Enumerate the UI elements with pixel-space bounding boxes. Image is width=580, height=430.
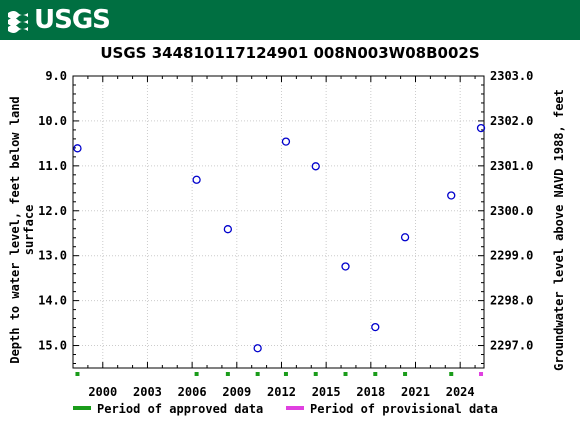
data-point — [73, 144, 82, 153]
data-point — [192, 175, 201, 184]
period-markers — [75, 372, 484, 376]
y-right-tick-label: 2301.0 — [490, 159, 533, 173]
x-tick-label: 2003 — [133, 385, 162, 399]
provisional-period-marker — [479, 372, 484, 376]
approved-period-marker — [313, 372, 318, 376]
usgs-logo-text: USGS — [34, 5, 111, 35]
grid-lines — [73, 75, 484, 368]
y-left-tick-label: 13.0 — [38, 249, 67, 263]
data-point — [400, 233, 410, 242]
x-tick-label: 2024 — [446, 385, 475, 399]
y-left-tick-label: 11.0 — [38, 159, 67, 173]
usgs-logo-icon — [8, 11, 28, 33]
data-point — [371, 322, 380, 332]
legend-approved-swatch — [73, 406, 91, 410]
data-point — [253, 344, 262, 353]
x-tick-label: 2015 — [312, 385, 341, 399]
data-point — [447, 191, 456, 200]
y-right-tick-label: 2299.0 — [490, 249, 533, 263]
data-points — [73, 123, 486, 353]
y-right-tick-label: 2303.0 — [490, 69, 533, 83]
y-right-tick-label: 2297.0 — [490, 339, 533, 353]
y-left-tick-label: 15.0 — [38, 339, 67, 353]
x-tick-label: 2021 — [401, 385, 430, 399]
y-right-tick-label: 2300.0 — [490, 204, 533, 218]
chart-title: USGS 344810117124901 008N003W08B002S — [100, 44, 479, 62]
approved-period-marker — [194, 372, 199, 376]
groundwater-chart: USGS 344810117124901 008N003W08B002S 9.0… — [8, 44, 566, 416]
data-point — [476, 123, 486, 133]
approved-period-marker — [373, 372, 378, 376]
approved-period-marker — [225, 372, 230, 376]
legend-approved-label: Period of approved data — [97, 402, 263, 416]
left-axis-label-line1: Depth to water level, feet below land — [8, 96, 22, 363]
data-point — [223, 225, 233, 234]
x-axis-ticks: 2000 2003 2006 2009 2012 2015 2018 2021 2024 — [72, 76, 476, 399]
approved-period-marker — [255, 372, 260, 376]
x-tick-label: 2012 — [267, 385, 296, 399]
y-right-tick-label: 2298.0 — [490, 294, 533, 308]
left-axis-label-line2: surface — [22, 205, 36, 256]
approved-period-marker — [283, 372, 288, 376]
x-tick-label: 2006 — [178, 385, 207, 399]
approved-period-marker — [75, 372, 80, 376]
usgs-banner: USGS — [0, 0, 580, 40]
y-left-tick-label: 14.0 — [38, 294, 67, 308]
y-left-tick-label: 12.0 — [38, 204, 67, 218]
x-tick-label: 2009 — [222, 385, 251, 399]
legend-provisional-label: Period of provisional data — [310, 402, 498, 416]
right-axis-ticks: 2303.0 2302.0 2301.0 2300.0 2299.0 2298.0 2297… — [478, 69, 533, 365]
legend: Period of approved data Period of provis… — [73, 402, 498, 416]
data-point — [281, 137, 291, 146]
x-tick-label: 2000 — [88, 385, 117, 399]
legend-provisional-swatch — [286, 406, 304, 410]
x-tick-label: 2018 — [356, 385, 385, 399]
data-point — [311, 162, 320, 171]
approved-period-marker — [403, 372, 408, 376]
plot-frame — [72, 75, 485, 369]
y-left-tick-label: 9.0 — [45, 69, 67, 83]
right-axis-label: Groundwater level above NAVD 1988, feet — [552, 89, 566, 371]
approved-period-marker — [343, 372, 348, 376]
left-axis-ticks: 9.0 10.0 11.0 12.0 13.0 14.0 15.0 — [38, 69, 79, 365]
y-left-tick-label: 10.0 — [38, 114, 67, 128]
data-point — [341, 262, 350, 271]
usgs-logo[interactable]: USGS — [6, 4, 111, 36]
approved-period-marker — [449, 372, 454, 376]
y-right-tick-label: 2302.0 — [490, 114, 533, 128]
